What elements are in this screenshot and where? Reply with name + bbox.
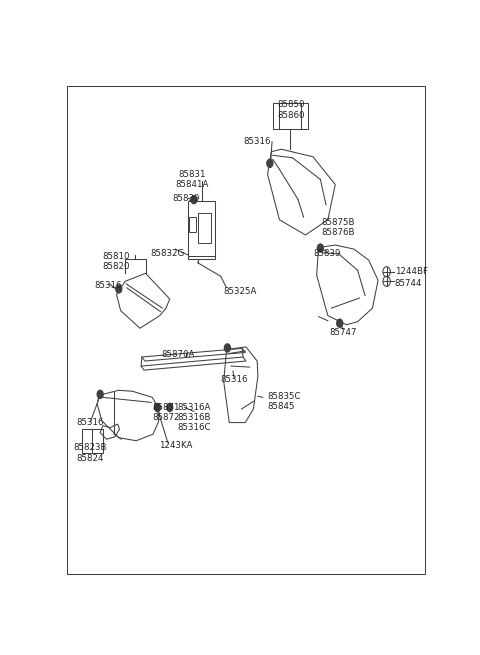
Text: 85316A
85316B
85316C: 85316A 85316B 85316C bbox=[177, 403, 211, 432]
Bar bbox=[198, 214, 211, 242]
Text: 85747: 85747 bbox=[330, 328, 357, 337]
Text: 85325A: 85325A bbox=[224, 287, 257, 296]
Text: 85831
85841A: 85831 85841A bbox=[175, 170, 209, 189]
Text: 85875B
85876B: 85875B 85876B bbox=[322, 217, 355, 237]
Text: 1244BF: 1244BF bbox=[395, 267, 428, 276]
Text: 85832G: 85832G bbox=[151, 249, 185, 258]
Circle shape bbox=[97, 390, 103, 398]
Bar bbox=[82, 428, 103, 453]
Text: 85870A: 85870A bbox=[162, 350, 195, 360]
Text: 85839: 85839 bbox=[173, 194, 200, 203]
Text: 85316: 85316 bbox=[77, 418, 104, 427]
Text: 1243KA: 1243KA bbox=[158, 441, 192, 450]
Text: 85850
85860: 85850 85860 bbox=[277, 100, 304, 120]
Circle shape bbox=[317, 244, 324, 252]
Circle shape bbox=[225, 344, 230, 352]
Text: 85835C
85845: 85835C 85845 bbox=[267, 392, 301, 411]
Text: 85839: 85839 bbox=[313, 249, 341, 257]
Text: 85316: 85316 bbox=[95, 281, 122, 290]
Text: 85823B
85824: 85823B 85824 bbox=[74, 443, 107, 462]
Text: 85316: 85316 bbox=[220, 375, 248, 384]
Circle shape bbox=[267, 159, 273, 168]
Text: 85810
85820: 85810 85820 bbox=[103, 252, 130, 271]
Text: 85744: 85744 bbox=[395, 280, 422, 288]
Text: 85871
85872: 85871 85872 bbox=[152, 403, 180, 422]
Text: 85316: 85316 bbox=[244, 137, 271, 146]
Circle shape bbox=[337, 319, 343, 328]
Circle shape bbox=[116, 285, 122, 293]
Bar bbox=[190, 217, 196, 233]
Bar bbox=[273, 103, 308, 129]
Circle shape bbox=[167, 403, 173, 411]
Circle shape bbox=[191, 196, 197, 204]
Circle shape bbox=[155, 403, 160, 411]
